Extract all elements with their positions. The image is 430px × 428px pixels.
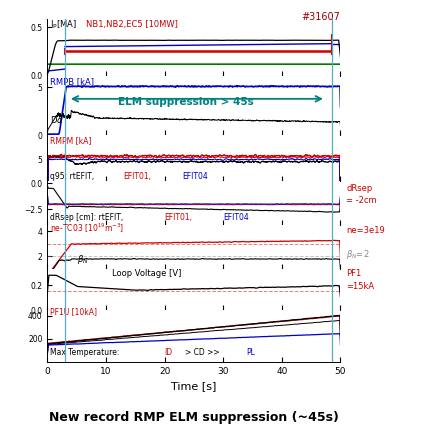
Text: New record RMP ELM suppression (~45s): New record RMP ELM suppression (~45s): [49, 411, 338, 424]
Text: Loop Voltage [V]: Loop Voltage [V]: [112, 270, 181, 279]
Text: RMPM [kA]: RMPM [kA]: [50, 137, 92, 146]
Text: PF1: PF1: [346, 269, 361, 278]
Text: dRsep [cm]: rtEFIT,: dRsep [cm]: rtEFIT,: [50, 214, 126, 223]
Text: $\beta_N$=2: $\beta_N$=2: [346, 248, 369, 261]
Text: ELM suppression > 45s: ELM suppression > 45s: [117, 97, 253, 107]
Text: #31607: #31607: [301, 12, 340, 22]
Text: ne-TC03 [10$^{19}$m$^{-3}$]: ne-TC03 [10$^{19}$m$^{-3}$]: [50, 222, 124, 235]
Text: I$_\mathrm{P}$[MA]: I$_\mathrm{P}$[MA]: [50, 18, 77, 30]
Text: = -2cm: = -2cm: [346, 196, 376, 205]
Text: dRsep: dRsep: [346, 184, 372, 193]
Text: =15kA: =15kA: [346, 282, 374, 291]
Text: EFIT01,: EFIT01,: [123, 172, 151, 181]
X-axis label: Time [s]: Time [s]: [171, 381, 216, 391]
Text: RMPB [kA]: RMPB [kA]: [50, 77, 94, 86]
Text: $\beta_N$: $\beta_N$: [77, 253, 88, 266]
Text: > CD >>: > CD >>: [185, 348, 219, 357]
Text: PL: PL: [246, 348, 255, 357]
Text: EFIT04: EFIT04: [182, 172, 208, 181]
Text: EFIT04: EFIT04: [223, 214, 249, 223]
Text: NB1,NB2,EC5 [10MW]: NB1,NB2,EC5 [10MW]: [85, 20, 177, 29]
Text: D$\alpha$: D$\alpha$: [50, 114, 64, 125]
Text: Max Temperature:: Max Temperature:: [50, 348, 122, 357]
Text: PF1U [10kA]: PF1U [10kA]: [50, 307, 97, 316]
Text: ID: ID: [164, 348, 172, 357]
Text: ne=3e19: ne=3e19: [346, 226, 384, 235]
Text: EFIT01,: EFIT01,: [164, 214, 192, 223]
Text: q95: rtEFIT,: q95: rtEFIT,: [50, 172, 97, 181]
